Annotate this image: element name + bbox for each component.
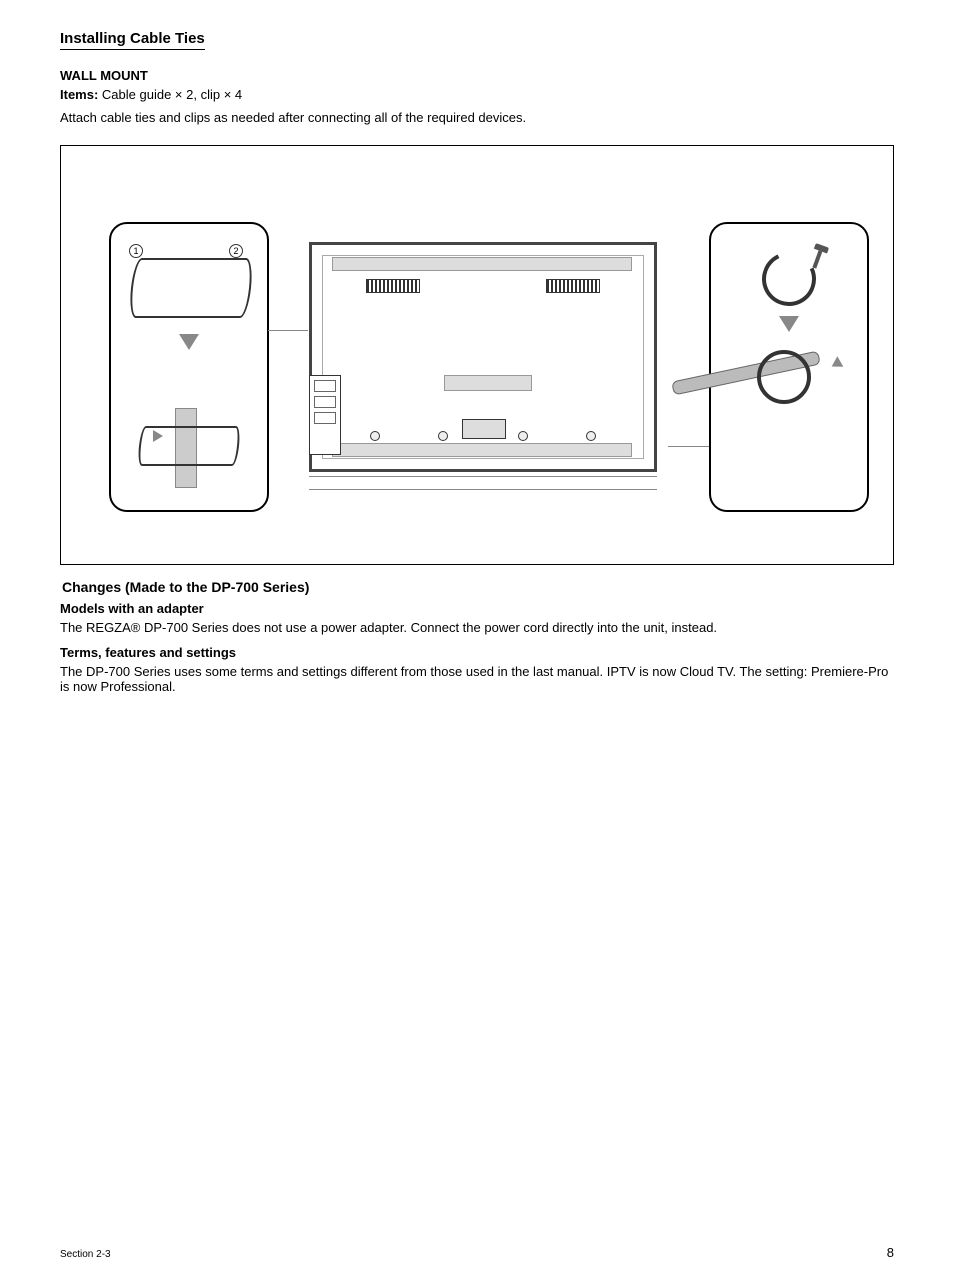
diagram-figure: 1 2 — [60, 145, 894, 565]
leader-line-left — [268, 330, 308, 331]
cable-guide-installed-icon — [129, 414, 253, 482]
changes-block: Changes (Made to the DP-700 Series) Mode… — [60, 579, 894, 694]
clip-installed-icon — [711, 350, 867, 404]
clip-open-icon — [754, 244, 823, 313]
page-number: 8 — [887, 1245, 894, 1260]
arrow-insert-icon — [829, 356, 844, 371]
model-subhead: Models with an adapter — [60, 601, 894, 616]
model-body: The REGZA® DP-700 Series does not use a … — [60, 620, 894, 635]
screw-icon — [802, 242, 833, 278]
wall-mount-block: WALL MOUNT Items: Cable guide × 2, clip … — [60, 68, 894, 125]
cable-guide-inset: 1 2 — [109, 222, 269, 512]
instruction-text: Attach cable ties and clips as needed af… — [60, 110, 894, 125]
arrow-right-icon — [153, 430, 163, 442]
arrow-down-icon — [179, 334, 199, 350]
port-block-icon — [309, 375, 341, 455]
callout-2-icon: 2 — [229, 244, 243, 258]
changes-heading: Changes (Made to the DP-700 Series) — [62, 579, 894, 595]
terms-body: The DP-700 Series uses some terms and se… — [60, 664, 894, 694]
items-label: Items: — [60, 87, 98, 102]
page-title: Installing Cable Ties — [60, 30, 205, 50]
cable-guide-top-icon — [128, 258, 254, 318]
items-text: Cable guide × 2, clip × 4 — [102, 87, 242, 102]
arrow-down-icon — [779, 316, 799, 332]
terms-subhead: Terms, features and settings — [60, 645, 894, 660]
leader-line-right — [668, 446, 710, 447]
section-label: Section 2-3 — [60, 1249, 111, 1260]
callout-1-icon: 1 — [129, 244, 143, 258]
wall-mount-heading: WALL MOUNT — [60, 68, 894, 83]
clip-inset — [709, 222, 869, 512]
tv-rear-panel — [309, 242, 657, 472]
